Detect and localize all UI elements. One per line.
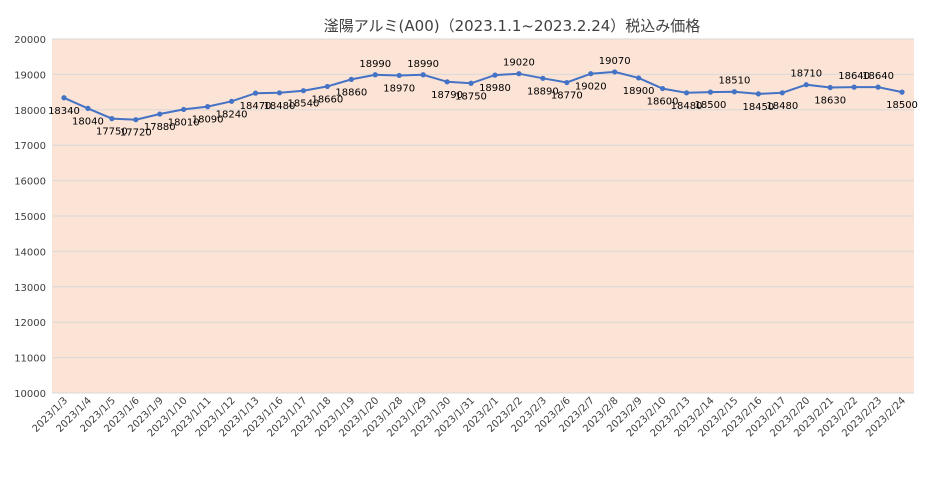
data-point: [540, 75, 546, 81]
data-label: 19020: [503, 58, 535, 69]
y-tick-label: 15000: [14, 212, 46, 223]
data-point: [157, 111, 163, 117]
data-point: [109, 116, 115, 122]
data-point: [827, 84, 833, 91]
data-point: [300, 88, 307, 94]
y-tick-label: 12000: [14, 318, 46, 329]
data-label: 18790: [431, 90, 463, 101]
data-label: 18040: [72, 116, 104, 127]
data-label: 17880: [144, 122, 176, 133]
data-label: 19020: [575, 82, 607, 93]
data-point: [61, 95, 67, 101]
data-point: [205, 104, 211, 110]
data-point: [612, 69, 618, 75]
y-tick-label: 14000: [14, 247, 46, 258]
data-point: [372, 72, 378, 78]
data-label: 18540: [288, 99, 320, 110]
data-point: [133, 117, 139, 123]
data-labels: 1834018040177501772017880180101809018240…: [48, 56, 918, 139]
data-point: [181, 106, 187, 113]
data-label: 18480: [671, 101, 703, 112]
data-point: [228, 98, 235, 104]
data-label: 18450: [742, 102, 774, 113]
data-label: 18090: [192, 115, 224, 126]
data-label: 18640: [838, 71, 870, 82]
y-tick-label: 13000: [14, 283, 46, 294]
data-label: 18480: [264, 101, 296, 112]
data-label: 18900: [623, 86, 655, 97]
data-point: [851, 84, 857, 90]
data-label: 19070: [599, 56, 631, 67]
y-tick-label: 10000: [14, 389, 46, 400]
series-line: [63, 70, 903, 121]
data-point: [899, 89, 905, 95]
data-label: 18860: [335, 87, 367, 98]
data-label: 18480: [766, 101, 798, 112]
data-label: 18600: [647, 97, 679, 108]
data-point: [875, 84, 881, 90]
data-point: [324, 83, 330, 90]
data-point: [348, 76, 354, 82]
data-label: 18890: [527, 86, 559, 97]
y-tick-label: 11000: [14, 354, 46, 365]
data-point: [276, 90, 283, 96]
data-label: 18770: [551, 91, 583, 102]
data-point: [468, 80, 474, 86]
data-label: 18340: [48, 106, 80, 117]
gridlines: [52, 38, 914, 394]
data-point: [396, 72, 402, 79]
data-point: [659, 85, 666, 92]
data-label: 18990: [359, 59, 391, 70]
chart-title: 滏陽アルミ(A00)（2023.1.1~2023.2.24）税込み価格: [324, 17, 701, 35]
y-tick-label: 18000: [14, 106, 46, 117]
data-point: [85, 105, 91, 111]
data-point: [755, 91, 761, 97]
data-label: 17750: [96, 127, 128, 138]
data-label: 18980: [479, 83, 511, 94]
data-label: 18240: [216, 109, 248, 120]
data-point: [564, 79, 570, 86]
data-label: 17720: [120, 128, 152, 139]
data-point: [252, 90, 259, 96]
data-points: [61, 69, 905, 123]
data-point: [516, 71, 522, 77]
data-point: [588, 71, 594, 77]
data-label: 18640: [862, 71, 894, 82]
data-label: 18630: [814, 95, 846, 106]
data-label: 18500: [886, 100, 918, 111]
y-tick-label: 16000: [14, 177, 46, 188]
data-label: 18470: [240, 101, 272, 112]
y-tick-label: 17000: [14, 141, 46, 152]
data-label: 18660: [311, 94, 343, 105]
data-point: [707, 89, 714, 95]
data-point: [492, 72, 498, 78]
data-point: [683, 90, 690, 96]
data-point: [636, 75, 642, 81]
data-label: 18510: [719, 76, 751, 87]
data-point: [444, 79, 450, 85]
y-tick-label: 19000: [14, 70, 46, 81]
data-label: 18710: [790, 69, 822, 80]
data-point: [803, 82, 809, 88]
data-label: 18500: [695, 100, 727, 111]
data-label: 18990: [407, 59, 439, 70]
y-axis-tick-labels: 10000 11000 12000 13000 14000 15000 16000 17000…: [14, 35, 46, 400]
data-point: [779, 90, 785, 96]
y-tick-label: 20000: [14, 35, 46, 46]
data-point: [420, 72, 426, 78]
data-label: 18970: [383, 83, 415, 94]
data-label: 18010: [168, 117, 200, 128]
data-point: [731, 89, 738, 95]
data-label: 18750: [455, 91, 487, 102]
